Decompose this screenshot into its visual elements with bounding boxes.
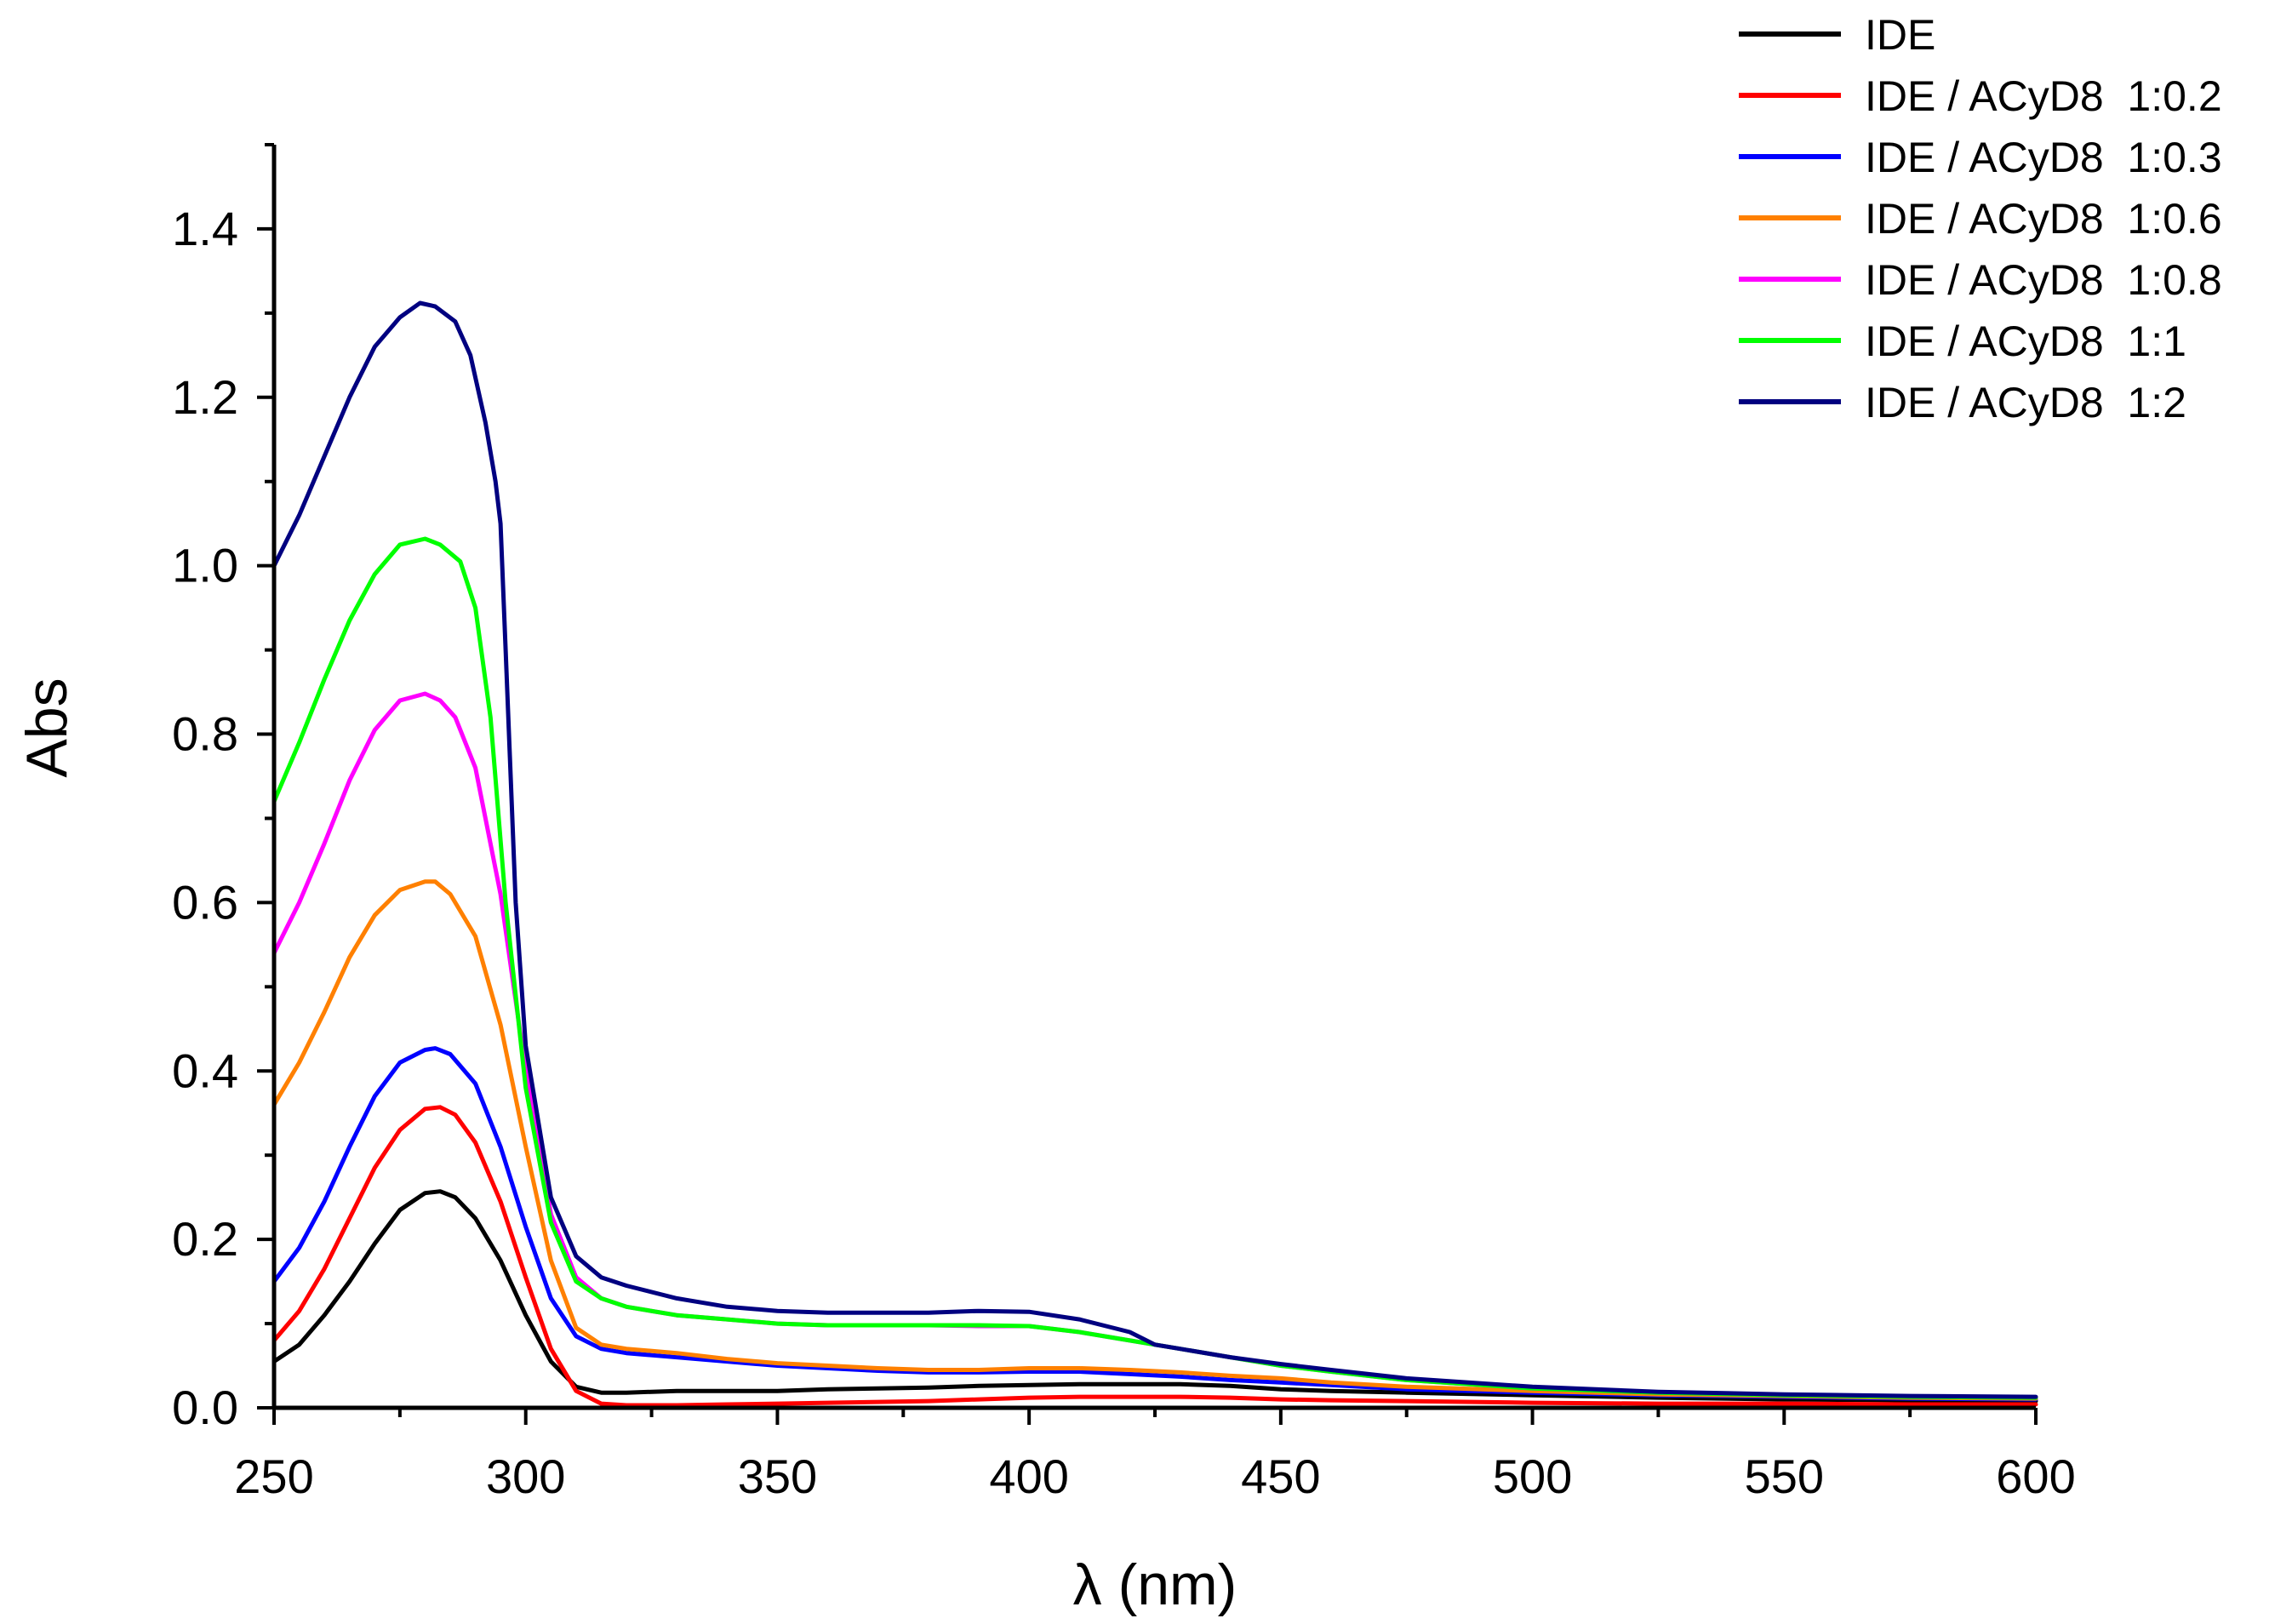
x-tick-label: 350 [738,1450,817,1503]
y-tick-label: 1.4 [172,202,238,255]
legend-label: IDE [1865,11,1935,59]
x-ticks: 250 300 350 400 450 500 550 600 [234,1408,2076,1503]
series-line-2 [271,1105,2038,1408]
series-line-7 [271,300,2038,1399]
series-line-4 [271,879,2038,1401]
legend-label: IDE / ACyD8 1:0.8 [1865,256,2222,304]
y-tick-label: 0.8 [172,707,238,761]
y-axis-title: Abs [14,678,79,777]
legend: IDE IDE / ACyD8 1:0.2 IDE / ACyD8 1:0.3 IDE… [1739,11,2222,426]
x-tick-label: 300 [486,1450,565,1503]
y-tick-label: 0.4 [172,1044,238,1097]
x-tick-label: 400 [989,1450,1068,1503]
legend-label: IDE / ACyD8 1:1 [1865,317,2186,365]
legend-label: IDE / ACyD8 1:0.2 [1865,72,2222,120]
y-ticks: 0.0 0.2 0.4 0.6 0.8 1.0 1.2 1.4 [172,143,274,1434]
x-tick-label: 250 [234,1450,313,1503]
x-tick-label: 600 [1996,1450,2075,1503]
x-tick-label: 550 [1745,1450,1824,1503]
y-tick-label: 1.0 [172,539,238,592]
legend-label: IDE / ACyD8 1:0.6 [1865,195,2222,243]
y-tick-label: 0.6 [172,875,238,929]
axes: 0.0 0.2 0.4 0.6 0.8 1.0 1.2 1.4 250 300 350 400 450… [172,143,2076,1503]
legend-label: IDE / ACyD8 1:0.3 [1865,134,2222,181]
series-line-1 [271,1189,2038,1404]
y-tick-label: 1.2 [172,370,238,424]
legend-label: IDE / ACyD8 1:2 [1865,379,2186,426]
x-axis-title: λ (nm) [1073,1553,1237,1617]
y-tick-label: 0.0 [172,1381,238,1434]
series-line-3 [271,1046,2038,1402]
plot-area [271,300,2038,1408]
x-tick-label: 450 [1241,1450,1320,1503]
y-tick-label: 0.2 [172,1212,238,1266]
x-tick-label: 500 [1493,1450,1572,1503]
